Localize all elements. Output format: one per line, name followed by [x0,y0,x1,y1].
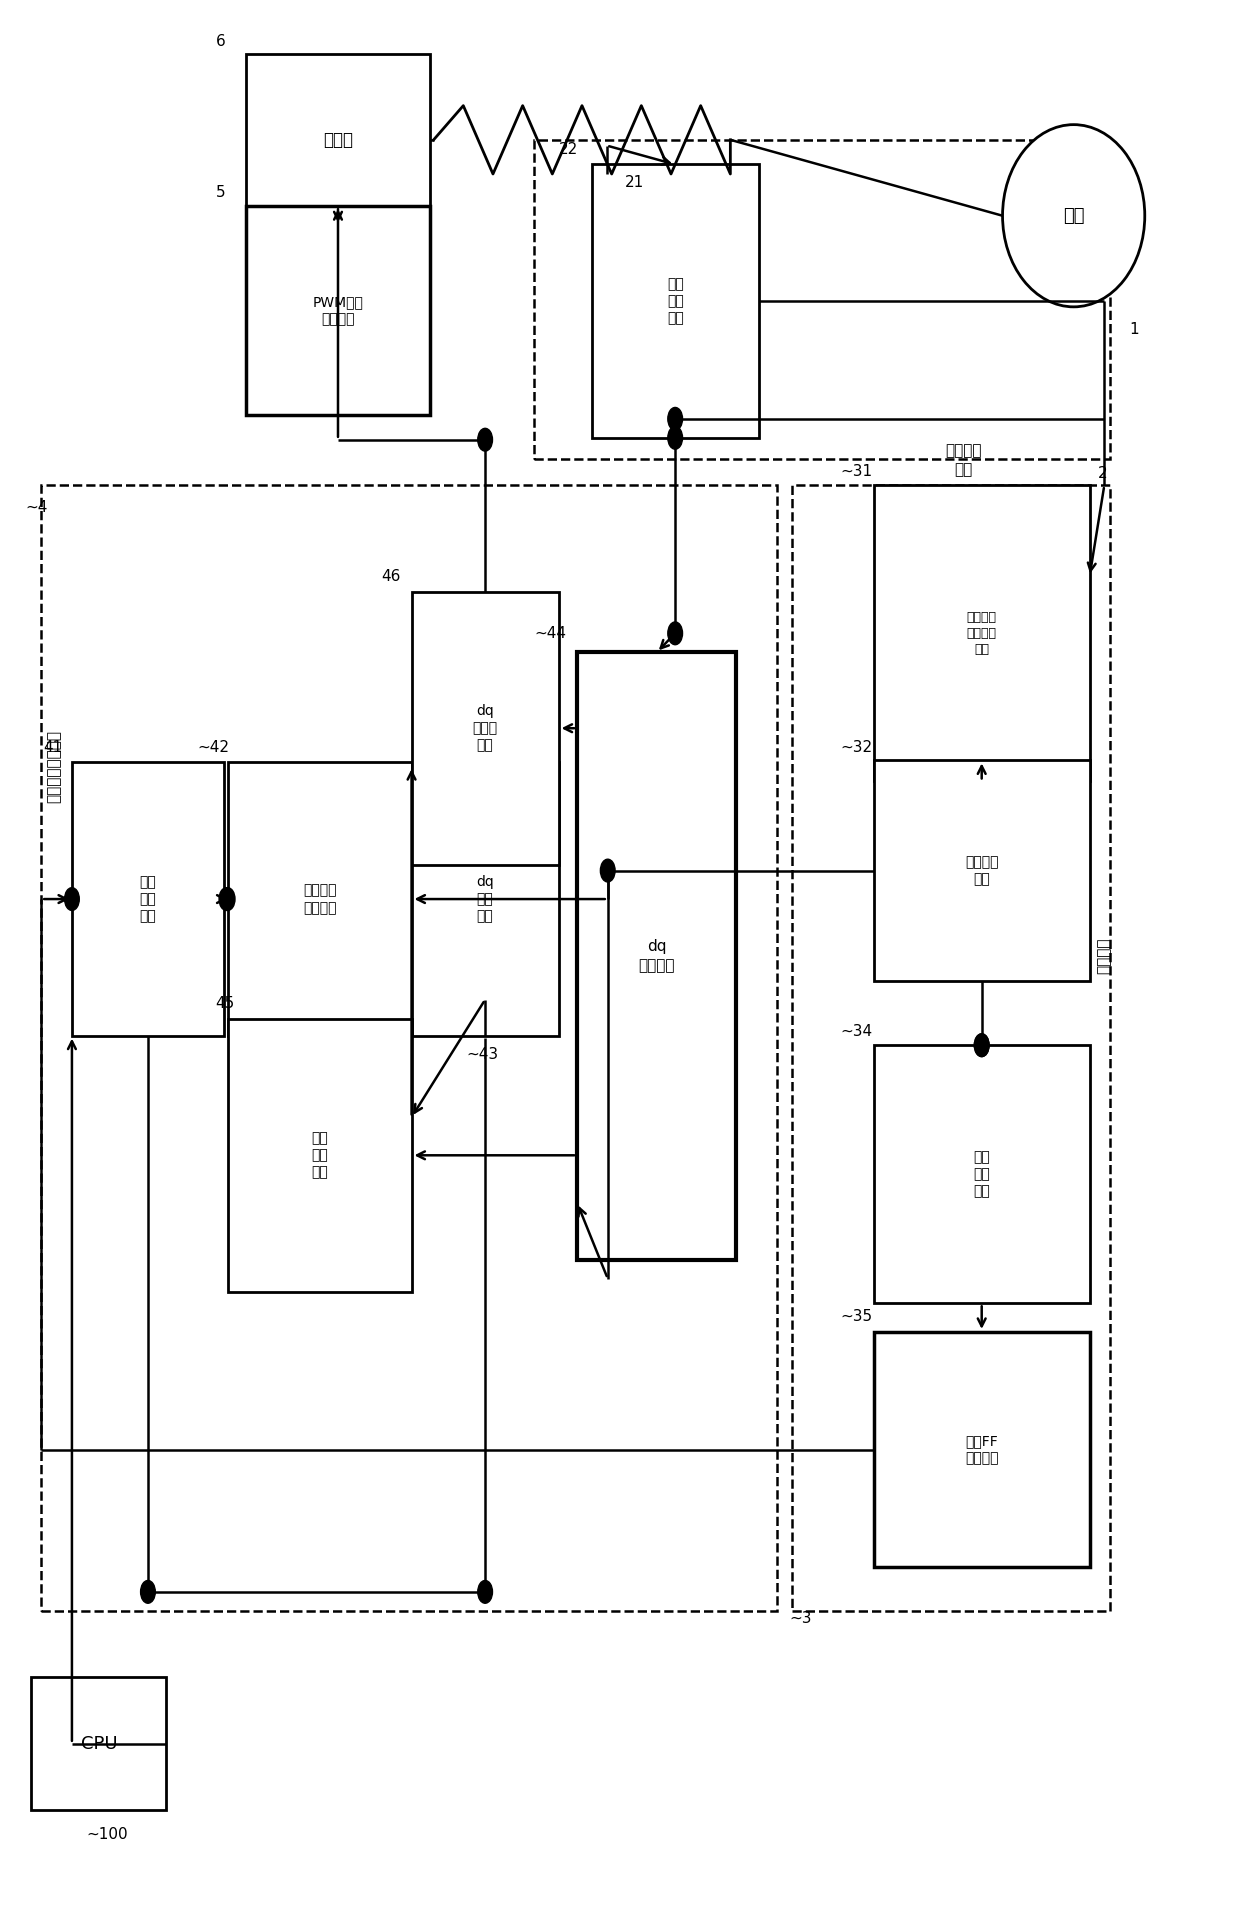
Circle shape [668,621,682,644]
Text: 电流
控制
单元: 电流 控制 单元 [311,1132,327,1180]
Bar [591,164,759,438]
Text: 速度
控制
单元: 速度 控制 单元 [140,876,156,923]
Circle shape [600,858,615,881]
Text: 5: 5 [216,185,224,201]
Bar [41,486,777,1610]
Text: 电流检测
单元: 电流检测 单元 [945,444,982,478]
Text: 逆变器: 逆变器 [322,130,353,149]
Circle shape [219,887,234,910]
Text: ~3: ~3 [789,1610,812,1625]
Circle shape [668,407,682,430]
Text: 速度
确定
单元: 速度 确定 单元 [973,1149,990,1199]
Text: 6: 6 [216,34,226,48]
Text: PWM信号
生成单元: PWM信号 生成单元 [312,294,363,327]
Circle shape [975,1034,990,1057]
Bar [228,763,412,1036]
Text: 马达: 马达 [1063,206,1085,226]
Text: ~35: ~35 [841,1310,873,1325]
Text: ~34: ~34 [841,1025,873,1040]
Text: ~4: ~4 [25,501,47,516]
Text: dq
转换
单元: dq 转换 单元 [476,876,494,923]
Text: ~44: ~44 [534,625,567,641]
Bar [874,1046,1090,1304]
Text: 2: 2 [1099,467,1107,482]
Bar [72,763,224,1036]
Text: ~31: ~31 [841,465,873,480]
Text: 21: 21 [625,176,644,191]
Bar [577,652,737,1260]
Text: 驱动电压生成单元: 驱动电压生成单元 [46,730,61,803]
Text: ~32: ~32 [841,740,873,755]
Text: 1: 1 [1128,321,1138,337]
Text: ~100: ~100 [87,1828,128,1843]
Text: 22: 22 [559,141,578,157]
Bar [791,486,1111,1610]
Circle shape [477,428,492,451]
Text: 电流
确定
单元: 电流 确定 单元 [667,277,683,325]
Text: dq
逆转换
单元: dq 逆转换 单元 [472,704,497,753]
Text: 位量估计
单元: 位量估计 单元 [965,855,998,887]
Bar [228,1019,412,1293]
Text: ~43: ~43 [466,1048,498,1063]
Bar [412,591,559,864]
Bar [534,140,1111,459]
Circle shape [64,887,79,910]
Bar [874,486,1090,782]
Circle shape [668,426,682,449]
Text: 估计单元: 估计单元 [1097,937,1112,975]
Bar [874,761,1090,981]
Ellipse shape [1003,124,1145,306]
Bar [412,763,559,1036]
Text: 速度FF
控制单元: 速度FF 控制单元 [965,1434,998,1465]
Circle shape [221,887,236,910]
Text: 46: 46 [381,570,401,583]
Text: 反电动势
电压确定
单元: 反电动势 电压确定 单元 [967,610,997,656]
Bar [31,1677,166,1811]
Text: 45: 45 [216,996,234,1011]
Text: ~42: ~42 [197,740,229,755]
Circle shape [975,1034,990,1057]
Bar [246,206,430,415]
Circle shape [477,1581,492,1604]
Text: CPU: CPU [81,1734,118,1753]
Text: dq
转换单元: dq 转换单元 [639,939,675,973]
Circle shape [140,1581,155,1604]
Text: 电流命令
生成单元: 电流命令 生成单元 [303,883,336,914]
Bar [246,54,430,226]
Text: 41: 41 [43,740,63,755]
Bar [874,1333,1090,1568]
